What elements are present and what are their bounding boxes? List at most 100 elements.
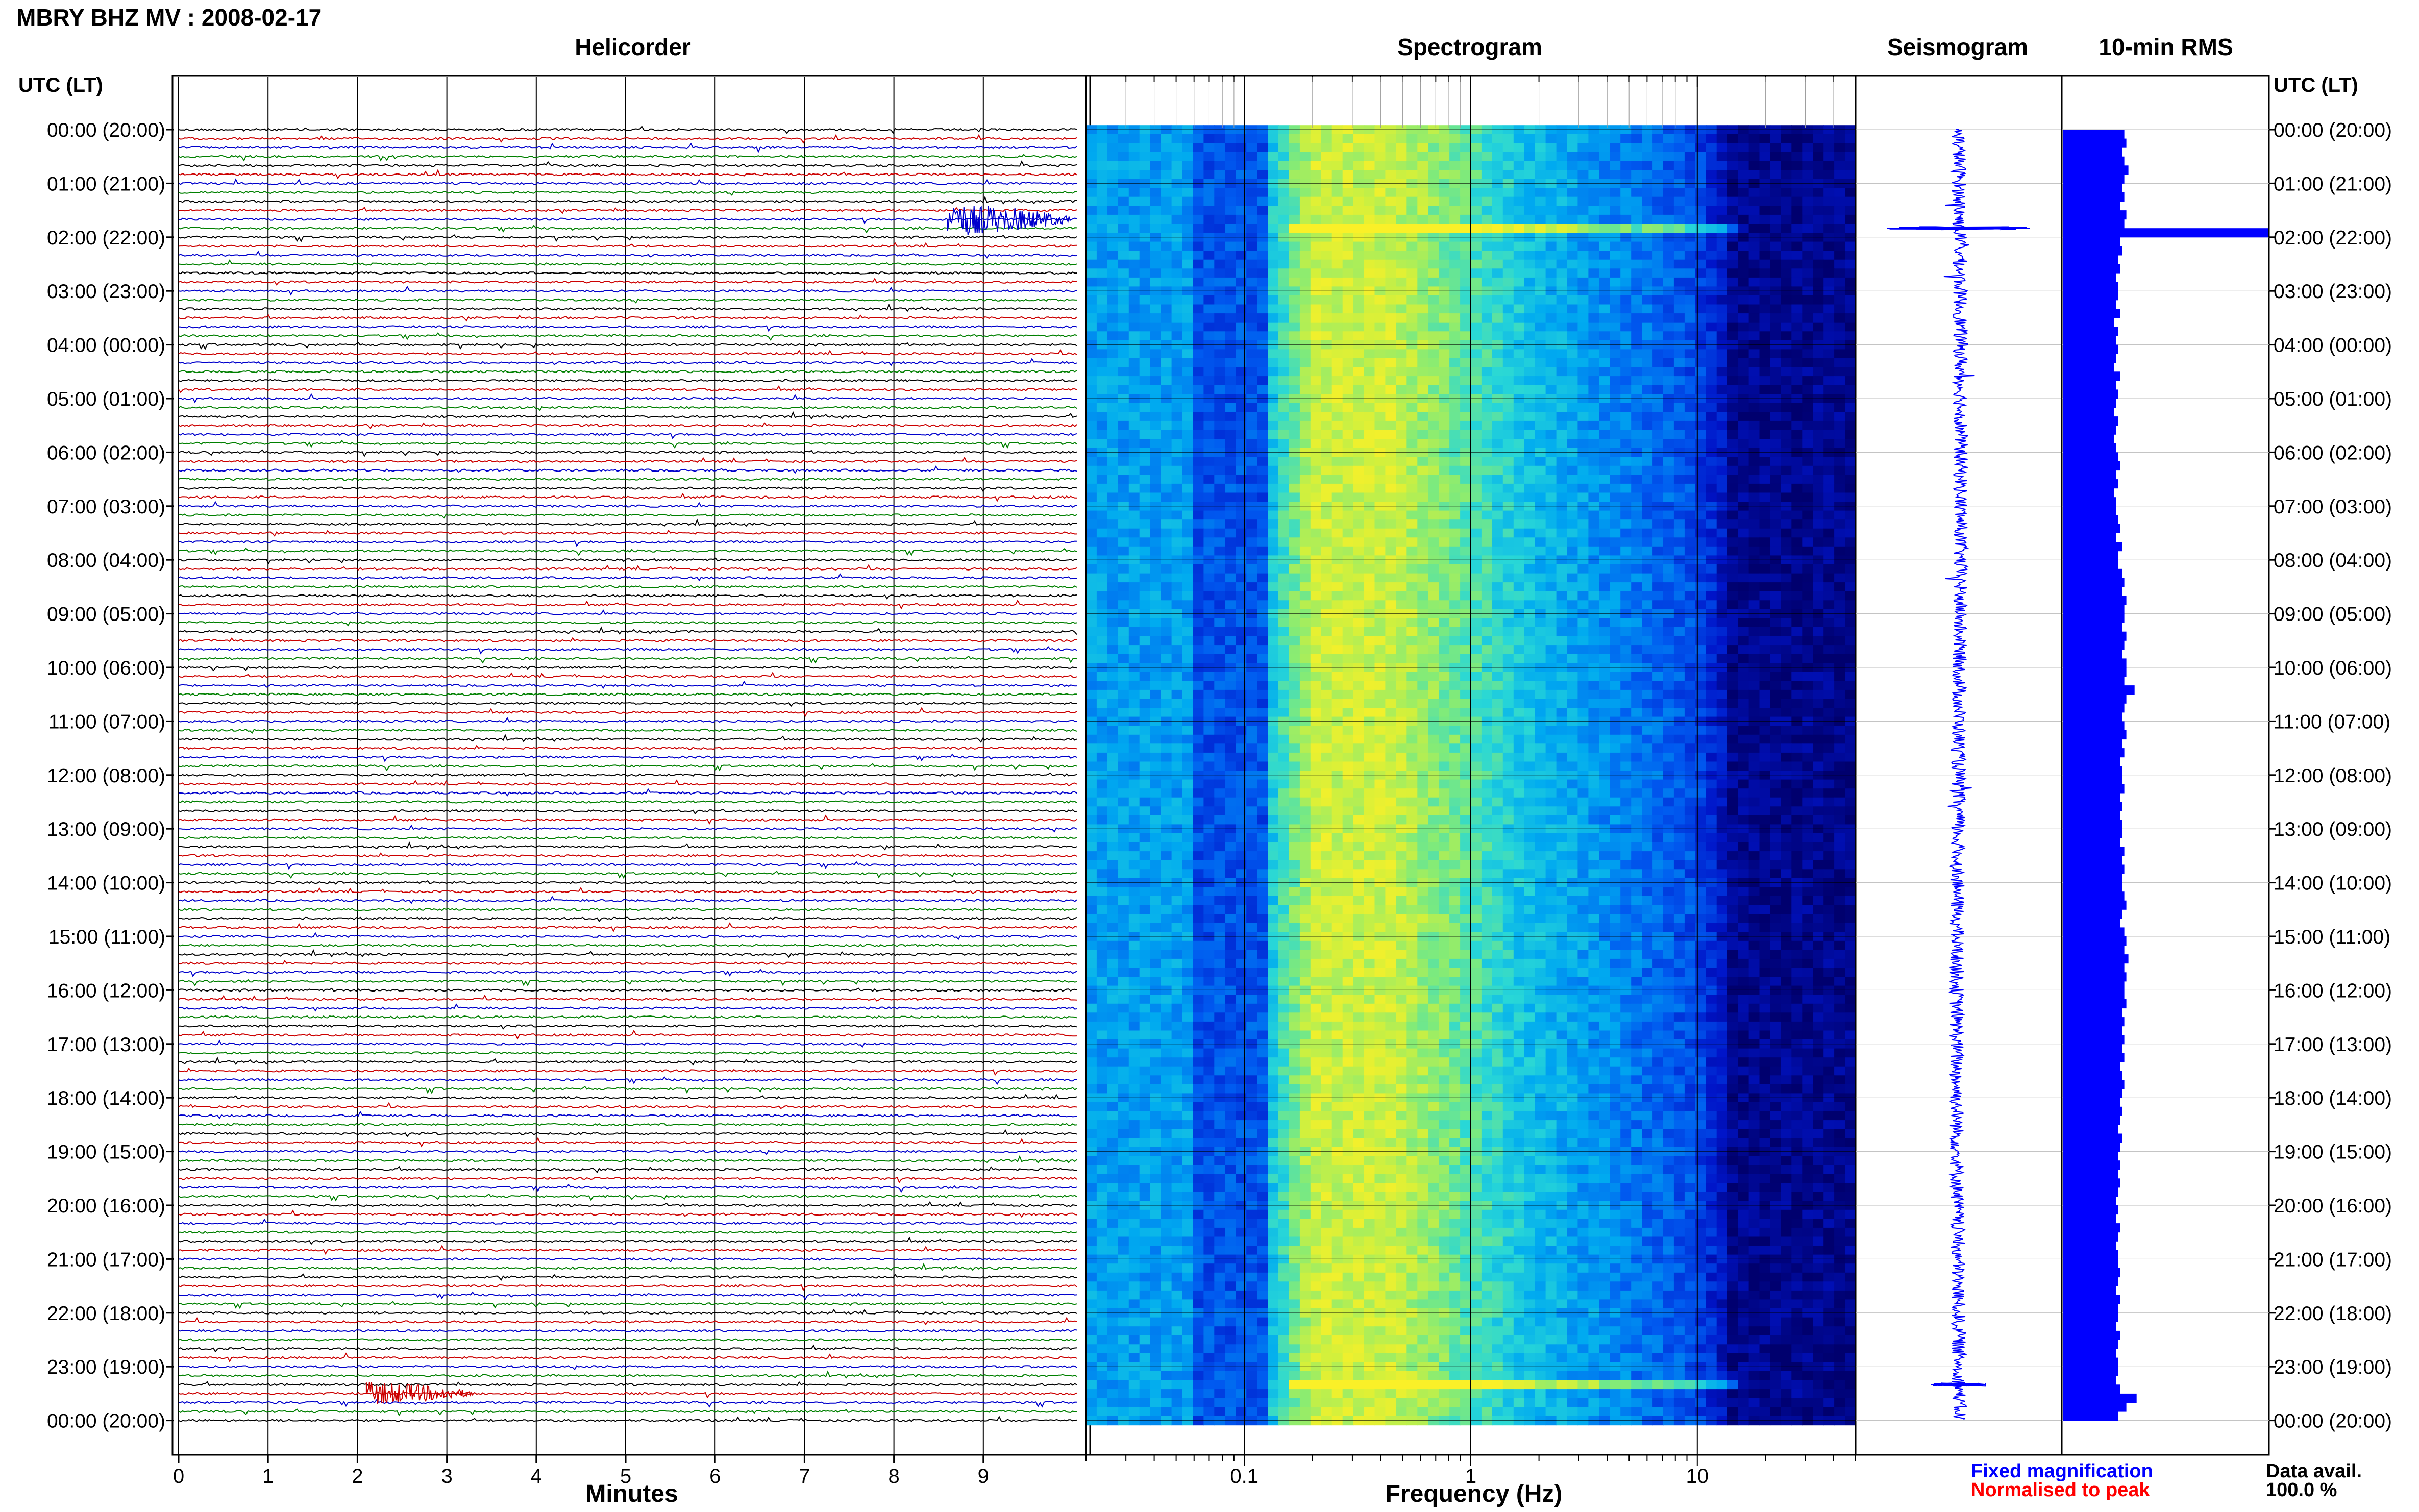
spectrogram-cell [1770, 188, 1782, 197]
spectrogram-cell [1577, 161, 1589, 170]
spectrogram-cell [1652, 206, 1664, 215]
spectrogram-cell [1588, 591, 1600, 601]
spectrogram-cell [1374, 188, 1386, 197]
minute-tick-label: 5 [620, 1465, 631, 1488]
spectrogram-cell [1118, 259, 1129, 269]
spectrogram-cell [1748, 214, 1760, 225]
spectrogram-cell [1460, 161, 1471, 170]
spectrogram-cell [1535, 385, 1546, 395]
spectrogram-cell [1673, 385, 1685, 395]
spectrogram-cell [1299, 582, 1311, 592]
spectrogram-cell [1802, 134, 1813, 144]
spectrogram-cell [1791, 241, 1803, 251]
spectrogram-cell [1193, 439, 1204, 449]
spectrogram-cell [1545, 465, 1557, 476]
spectrogram-cell [1310, 196, 1322, 207]
spectrogram-cell [1118, 627, 1129, 637]
spectrogram-cell [1086, 170, 1097, 180]
spectrogram-cell [1524, 358, 1536, 368]
spectrogram-cell [1738, 537, 1749, 547]
spectrogram-cell [1086, 510, 1097, 520]
spectrogram-cell [1096, 672, 1108, 682]
spectrogram-cell [1834, 564, 1845, 574]
spectrogram-cell [1225, 134, 1236, 144]
spectrogram-cell [1684, 304, 1696, 314]
hour-label-left: 07:00 (03:00) [47, 496, 165, 518]
spectrogram-cell [1588, 600, 1600, 610]
spectrogram-cell [1257, 699, 1268, 708]
spectrogram-cell [1802, 492, 1813, 502]
spectrogram-cell [1652, 510, 1664, 520]
spectrogram-cell [1770, 519, 1782, 529]
spectrogram-cell [1706, 654, 1717, 664]
spectrogram-cell [1588, 295, 1600, 305]
spectrogram-cell [1471, 304, 1482, 314]
spectrogram-cell [1770, 430, 1782, 439]
spectrogram-cell [1439, 492, 1450, 502]
spectrogram-cell [1513, 259, 1525, 269]
spectrogram-cell [1471, 251, 1482, 260]
spectrogram-cell [1502, 349, 1514, 359]
spectrogram-cell [1321, 708, 1332, 717]
spectrogram-cell [1631, 367, 1642, 377]
spectrogram-cell [1642, 161, 1653, 170]
spectrogram-cell [1834, 376, 1845, 386]
spectrogram-cell [1225, 358, 1236, 368]
spectrogram-cell [1406, 152, 1418, 162]
spectrogram-cell [1161, 304, 1172, 314]
spectrogram-cell [1268, 439, 1279, 449]
spectrogram-cell [1556, 564, 1568, 574]
spectrogram-cell [1652, 457, 1664, 466]
spectrogram-cell [1353, 403, 1365, 413]
spectrogram-cell [1567, 385, 1578, 395]
spectrogram-cell [1374, 645, 1386, 655]
spectrogram-cell [1364, 528, 1375, 538]
spectrogram-cell [1791, 573, 1803, 583]
spectrogram-cell [1492, 654, 1503, 664]
spectrogram-cell [1246, 161, 1257, 170]
spectrogram-cell [1834, 439, 1845, 449]
spectrogram-cell [1417, 636, 1428, 646]
spectrogram-cell [1481, 582, 1493, 592]
helicorder-trace [178, 358, 1077, 366]
spectrogram-cell [1673, 161, 1685, 170]
spectrogram-cell [1203, 224, 1215, 233]
spectrogram-cell [1770, 627, 1782, 637]
spectrogram-cell [1567, 546, 1578, 556]
spectrogram-cell [1545, 268, 1557, 278]
spectrogram-cell [1257, 528, 1268, 538]
spectrogram-cell [1268, 483, 1279, 493]
spectrogram-cell [1642, 376, 1653, 386]
spectrogram-cell [1342, 196, 1354, 207]
spectrogram-cell [1118, 439, 1129, 449]
spectrogram-cell [1299, 304, 1311, 314]
spectrogram-cell [1225, 259, 1236, 269]
spectrogram-cell [1684, 331, 1696, 341]
spectrogram-cell [1556, 349, 1568, 359]
spectrogram-cell [1791, 475, 1803, 484]
spectrogram-cell [1182, 358, 1194, 368]
spectrogram-cell [1567, 492, 1578, 502]
spectrogram-cell [1385, 510, 1397, 520]
spectrogram-cell [1471, 600, 1482, 610]
spectrogram-cell [1342, 161, 1354, 170]
spectrogram-cell [1310, 412, 1322, 422]
spectrogram-cell [1342, 358, 1354, 368]
spectrogram-cell [1620, 385, 1632, 395]
spectrogram-cell [1813, 412, 1824, 422]
spectrogram-cell [1759, 304, 1771, 314]
spectrogram-cell [1428, 152, 1439, 162]
spectrogram-cell [1096, 412, 1108, 422]
spectrogram-cell [1321, 304, 1332, 314]
spectrogram-cell [1695, 492, 1707, 502]
spectrogram-cell [1524, 546, 1536, 556]
spectrogram-cell [1193, 295, 1204, 305]
spectrogram-cell [1299, 645, 1311, 655]
spectrogram-cell [1545, 636, 1557, 646]
spectrogram-cell [1695, 430, 1707, 439]
spectrogram-cell [1417, 483, 1428, 493]
spectrogram-cell [1193, 636, 1204, 646]
spectrogram-cell [1214, 152, 1225, 162]
spectrogram-cell [1118, 681, 1129, 690]
spectrogram-cell [1086, 475, 1097, 484]
